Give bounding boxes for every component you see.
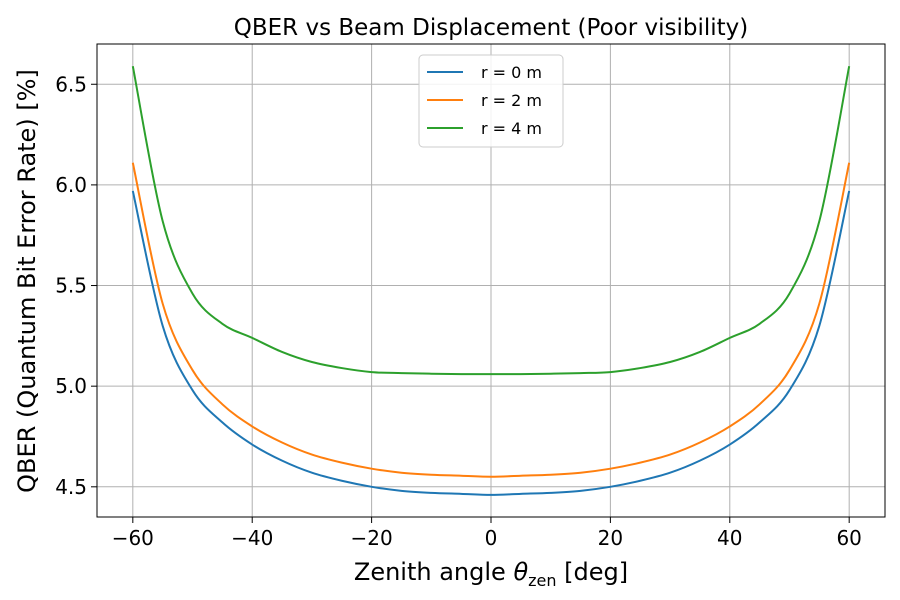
x-tick-label: 60 [836,526,861,550]
legend-label-1: r = 0 m [481,63,542,82]
x-axis-label-symbol: θ [513,558,528,586]
x-tick-label: −40 [231,526,273,550]
grid [97,44,885,517]
x-axis-label-post: [deg] [557,558,629,586]
legend: r = 0 m r = 2 m r = 4 m [418,54,564,148]
y-tick-label: 6.5 [55,72,87,96]
legend-box [418,54,564,148]
x-tick-label: 0 [485,526,498,550]
y-tick-label: 4.5 [55,475,87,499]
y-axis-label: QBER (Quantum Bit Error Rate) [%] [13,69,41,493]
legend-label-2: r = 2 m [481,91,542,110]
y-tick-label: 5.0 [55,374,87,398]
y-tick-label: 6.0 [55,173,87,197]
x-tick-label: 20 [598,526,623,550]
x-tick-label: −60 [112,526,154,550]
series-layer [131,65,851,496]
x-tick-label: 40 [717,526,742,550]
x-tick-label: −20 [350,526,392,550]
series-line-1 [131,190,851,496]
x-axis-label-pre: Zenith angle [354,558,514,586]
y-tick-label: 5.5 [55,274,87,298]
legend-label-3: r = 4 m [481,119,542,138]
tick-layer: −60 −40 −20 0 20 40 60 4.5 5.0 5.5 6.0 6.5 [55,72,862,550]
series-line-2 [131,162,851,478]
x-axis-label: Zenith angle θzen [deg] [354,558,628,590]
x-axis-label-subscript: zen [528,571,556,590]
chart-title: QBER vs Beam Displacement (Poor visibili… [234,15,748,41]
series-line-3 [131,65,851,376]
